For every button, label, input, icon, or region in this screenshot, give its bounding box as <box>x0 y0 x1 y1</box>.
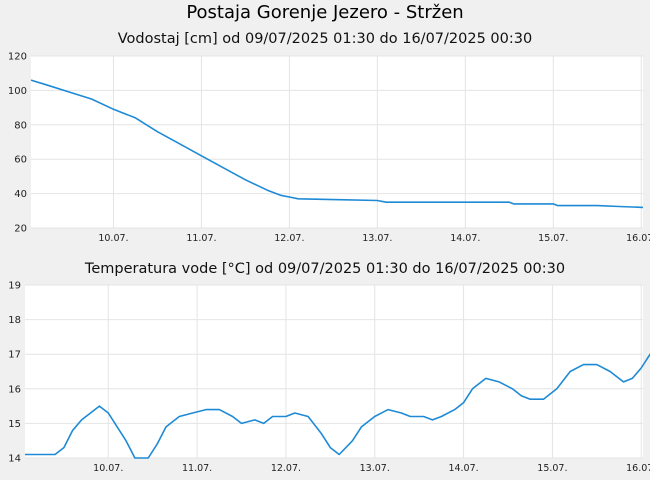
water-level-y-tick-label: 40 <box>14 189 27 200</box>
water-level-y-tick-label: 20 <box>14 224 27 235</box>
water-temperature-x-tick-label: 10.07. <box>93 463 123 474</box>
water-level-x-tick-label: 16.07. <box>626 233 650 244</box>
water-temperature-x-tick-label: 11.07. <box>182 463 212 474</box>
water-temperature-y-tick-label: 14 <box>8 454 21 465</box>
water-level-x-tick-label: 13.07. <box>362 233 392 244</box>
water-temperature-y-tick-label: 17 <box>8 350 21 361</box>
water-level-series-line <box>30 79 644 209</box>
water-temperature-x-tick-label: 13.07. <box>360 463 390 474</box>
water-level-x-tick-label: 15.07. <box>538 233 568 244</box>
water-level-x-tick-label: 11.07. <box>186 233 216 244</box>
page-title: Postaja Gorenje Jezero - Stržen <box>186 2 464 23</box>
water-level-y-tick-label: 100 <box>8 86 27 97</box>
water-level-y-tick-label: 80 <box>14 120 27 131</box>
water-level-x-tick-label: 14.07. <box>450 233 480 244</box>
water-temperature-y-tick-label: 18 <box>8 315 21 326</box>
water-temperature-y-tick-label: 19 <box>8 281 21 292</box>
water-temperature-y-tick-label: 16 <box>8 384 21 395</box>
water-temperature-x-tick-label: 14.07. <box>448 463 478 474</box>
water-temperature-x-tick-label: 16.07. <box>626 463 650 474</box>
water-temperature-chart-title: Temperatura vode [°C] od 09/07/2025 01:3… <box>84 261 566 277</box>
water-level-chart-title: Vodostaj [cm] od 09/07/2025 01:30 do 16/… <box>117 31 533 47</box>
water-temperature-plot-area <box>25 285 643 458</box>
water-temperature-series-line <box>25 353 650 459</box>
water-temperature-x-tick-label: 15.07. <box>537 463 567 474</box>
water-temperature-y-tick-label: 15 <box>8 419 21 430</box>
water-level-x-tick-label: 10.07. <box>98 233 128 244</box>
water-level-x-tick-label: 12.07. <box>274 233 304 244</box>
water-level-y-tick-label: 120 <box>8 52 27 63</box>
water-level-y-tick-label: 60 <box>14 155 27 166</box>
water-temperature-x-tick-label: 12.07. <box>271 463 301 474</box>
